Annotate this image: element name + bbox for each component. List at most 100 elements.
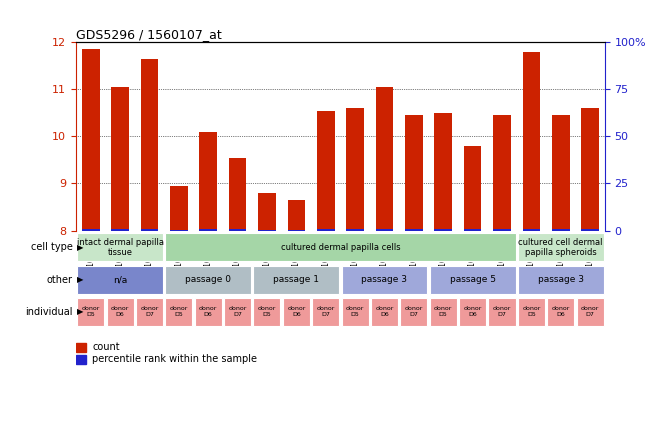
Text: donor
D6: donor D6 [463,306,482,317]
Text: passage 5: passage 5 [449,275,496,284]
Bar [518,233,603,261]
Bar [141,59,158,231]
Bar [288,230,305,231]
Bar [76,343,87,352]
Text: donor
D7: donor D7 [581,306,600,317]
Bar [518,298,545,326]
Bar [552,229,570,231]
Bar [576,298,603,326]
Text: donor
D5: donor D5 [522,306,541,317]
Bar [346,229,364,231]
Bar [459,298,486,326]
Bar [317,229,334,231]
Bar [136,298,163,326]
Text: donor
D7: donor D7 [405,306,423,317]
Bar [170,230,188,231]
Bar [342,266,428,294]
Bar [371,298,398,326]
Text: donor
D6: donor D6 [199,306,217,317]
Bar [111,87,129,231]
Bar [547,298,574,326]
Text: donor
D5: donor D5 [434,306,452,317]
Text: donor
D6: donor D6 [551,306,570,317]
Text: count: count [93,342,120,352]
Bar [405,115,422,231]
Bar [523,52,540,231]
Text: donor
D5: donor D5 [170,306,188,317]
Bar [224,298,251,326]
Text: ▶: ▶ [77,243,84,252]
Text: individual: individual [25,307,73,317]
Bar [464,146,481,231]
Bar [229,158,247,231]
Text: passage 3: passage 3 [538,275,584,284]
Bar [195,298,221,326]
Text: donor
D6: donor D6 [287,306,305,317]
Bar [288,200,305,231]
Bar [283,298,310,326]
Bar [405,229,422,231]
Bar [77,298,104,326]
Bar [523,229,540,231]
Bar [518,266,603,294]
Text: passage 0: passage 0 [185,275,231,284]
Text: donor
D5: donor D5 [346,306,364,317]
Bar [200,229,217,231]
Bar [312,298,339,326]
Text: donor
D7: donor D7 [140,306,159,317]
Text: passage 3: passage 3 [362,275,407,284]
Bar [82,229,100,231]
Bar [258,230,276,231]
Bar [106,298,134,326]
Text: cultured dermal papilla cells: cultured dermal papilla cells [281,243,400,252]
Text: cell type: cell type [31,242,73,253]
Bar [346,108,364,231]
Bar [253,298,280,326]
Text: intact dermal papilla
tissue: intact dermal papilla tissue [77,238,163,257]
Text: donor
D7: donor D7 [229,306,247,317]
Bar [375,229,393,231]
Text: ▶: ▶ [77,307,84,316]
Text: donor
D5: donor D5 [258,306,276,317]
Bar [342,298,369,326]
Text: ▶: ▶ [77,275,84,284]
Bar [165,298,192,326]
Text: donor
D6: donor D6 [375,306,394,317]
Bar [111,229,129,231]
Text: cultured cell dermal
papilla spheroids: cultured cell dermal papilla spheroids [518,238,603,257]
Bar [581,108,599,231]
Bar [141,229,158,231]
Text: percentile rank within the sample: percentile rank within the sample [93,354,257,365]
Bar [401,298,428,326]
Bar [165,266,251,294]
Bar [430,266,516,294]
Text: donor
D5: donor D5 [81,306,100,317]
Text: donor
D7: donor D7 [493,306,511,317]
Text: passage 1: passage 1 [274,275,319,284]
Text: donor
D7: donor D7 [317,306,335,317]
Bar [464,229,481,231]
Text: GDS5296 / 1560107_at: GDS5296 / 1560107_at [76,28,221,41]
Bar [170,186,188,231]
Bar [434,229,452,231]
Bar [165,233,516,261]
Bar [552,115,570,231]
Bar [77,266,163,294]
Text: other: other [47,275,73,285]
Bar [77,233,163,261]
Text: n/a: n/a [113,275,127,284]
Bar [375,87,393,231]
Bar [488,298,516,326]
Bar [430,298,457,326]
Bar [200,132,217,231]
Bar [258,193,276,231]
Text: donor
D6: donor D6 [111,306,130,317]
Bar [229,229,247,231]
Bar [493,115,511,231]
Bar [493,229,511,231]
Bar [82,49,100,231]
Bar [581,229,599,231]
Bar [317,110,334,231]
Bar [76,355,87,364]
Bar [434,113,452,231]
